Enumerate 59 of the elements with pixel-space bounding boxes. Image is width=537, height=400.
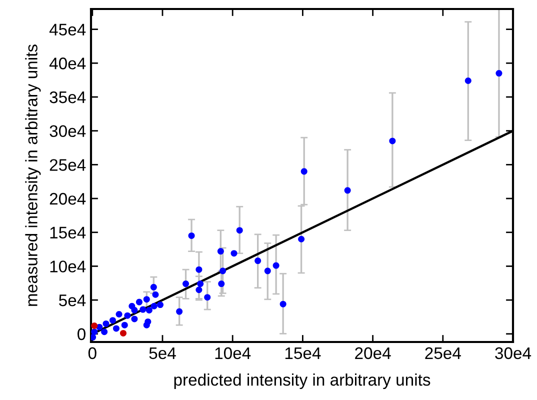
- point: [344, 187, 351, 194]
- point: [272, 262, 280, 269]
- y-tick-label: 20e4: [50, 192, 86, 205]
- point: [196, 286, 202, 294]
- y-tick-label: 45e4: [49, 24, 86, 36]
- point: [101, 328, 108, 336]
- point: [217, 248, 224, 255]
- point: [121, 322, 128, 328]
- x-tick-label: 5e4: [149, 347, 176, 360]
- x-tick-label: 10e4: [215, 347, 251, 360]
- x-tick-label: 0: [88, 347, 96, 360]
- point: [176, 308, 183, 315]
- point: [116, 310, 122, 318]
- point: [496, 70, 502, 77]
- point: [182, 280, 190, 288]
- point: [300, 168, 308, 175]
- point: [298, 236, 305, 242]
- y-tick-label: 10e4: [50, 260, 86, 272]
- point: [230, 250, 238, 257]
- point: [280, 300, 286, 308]
- point: [254, 258, 262, 264]
- point: [140, 306, 146, 313]
- x-tick-label: 30e4: [495, 347, 532, 360]
- y-axis-title: measured intensity in arbitrary units: [25, 44, 41, 306]
- point: [150, 284, 157, 290]
- point: [109, 317, 116, 324]
- point: [131, 306, 138, 314]
- y-tick-label: 5e4: [59, 294, 86, 306]
- point: [91, 322, 98, 330]
- x-tick-label: 25e4: [425, 347, 461, 360]
- point: [218, 280, 225, 288]
- x-tick-label: 20e4: [355, 347, 391, 360]
- point: [112, 325, 120, 332]
- x-axis-title: predicted intensity in arbitrary units: [174, 374, 430, 390]
- point: [120, 330, 127, 336]
- point: [131, 316, 138, 322]
- x-tick-label: 15e4: [285, 347, 321, 360]
- y-tick-label: 0: [78, 328, 86, 340]
- point: [196, 266, 202, 273]
- y-tick-label: 15e4: [50, 226, 86, 239]
- point: [150, 302, 158, 310]
- point: [124, 312, 131, 319]
- point: [102, 320, 110, 327]
- point: [143, 296, 150, 303]
- point: [264, 268, 271, 274]
- point: [204, 294, 211, 301]
- y-tick-label: 25e4: [50, 159, 86, 171]
- point: [197, 280, 204, 288]
- point: [464, 77, 472, 84]
- point: [146, 306, 152, 314]
- y-tick-label: 35e4: [50, 91, 86, 104]
- point: [236, 227, 243, 234]
- point: [157, 302, 164, 308]
- point: [136, 298, 142, 306]
- y-tick-label: 40e4: [49, 58, 86, 70]
- point: [389, 138, 396, 144]
- y-tick-label: 30e4: [50, 125, 86, 138]
- point: [188, 232, 195, 239]
- point: [143, 322, 150, 328]
